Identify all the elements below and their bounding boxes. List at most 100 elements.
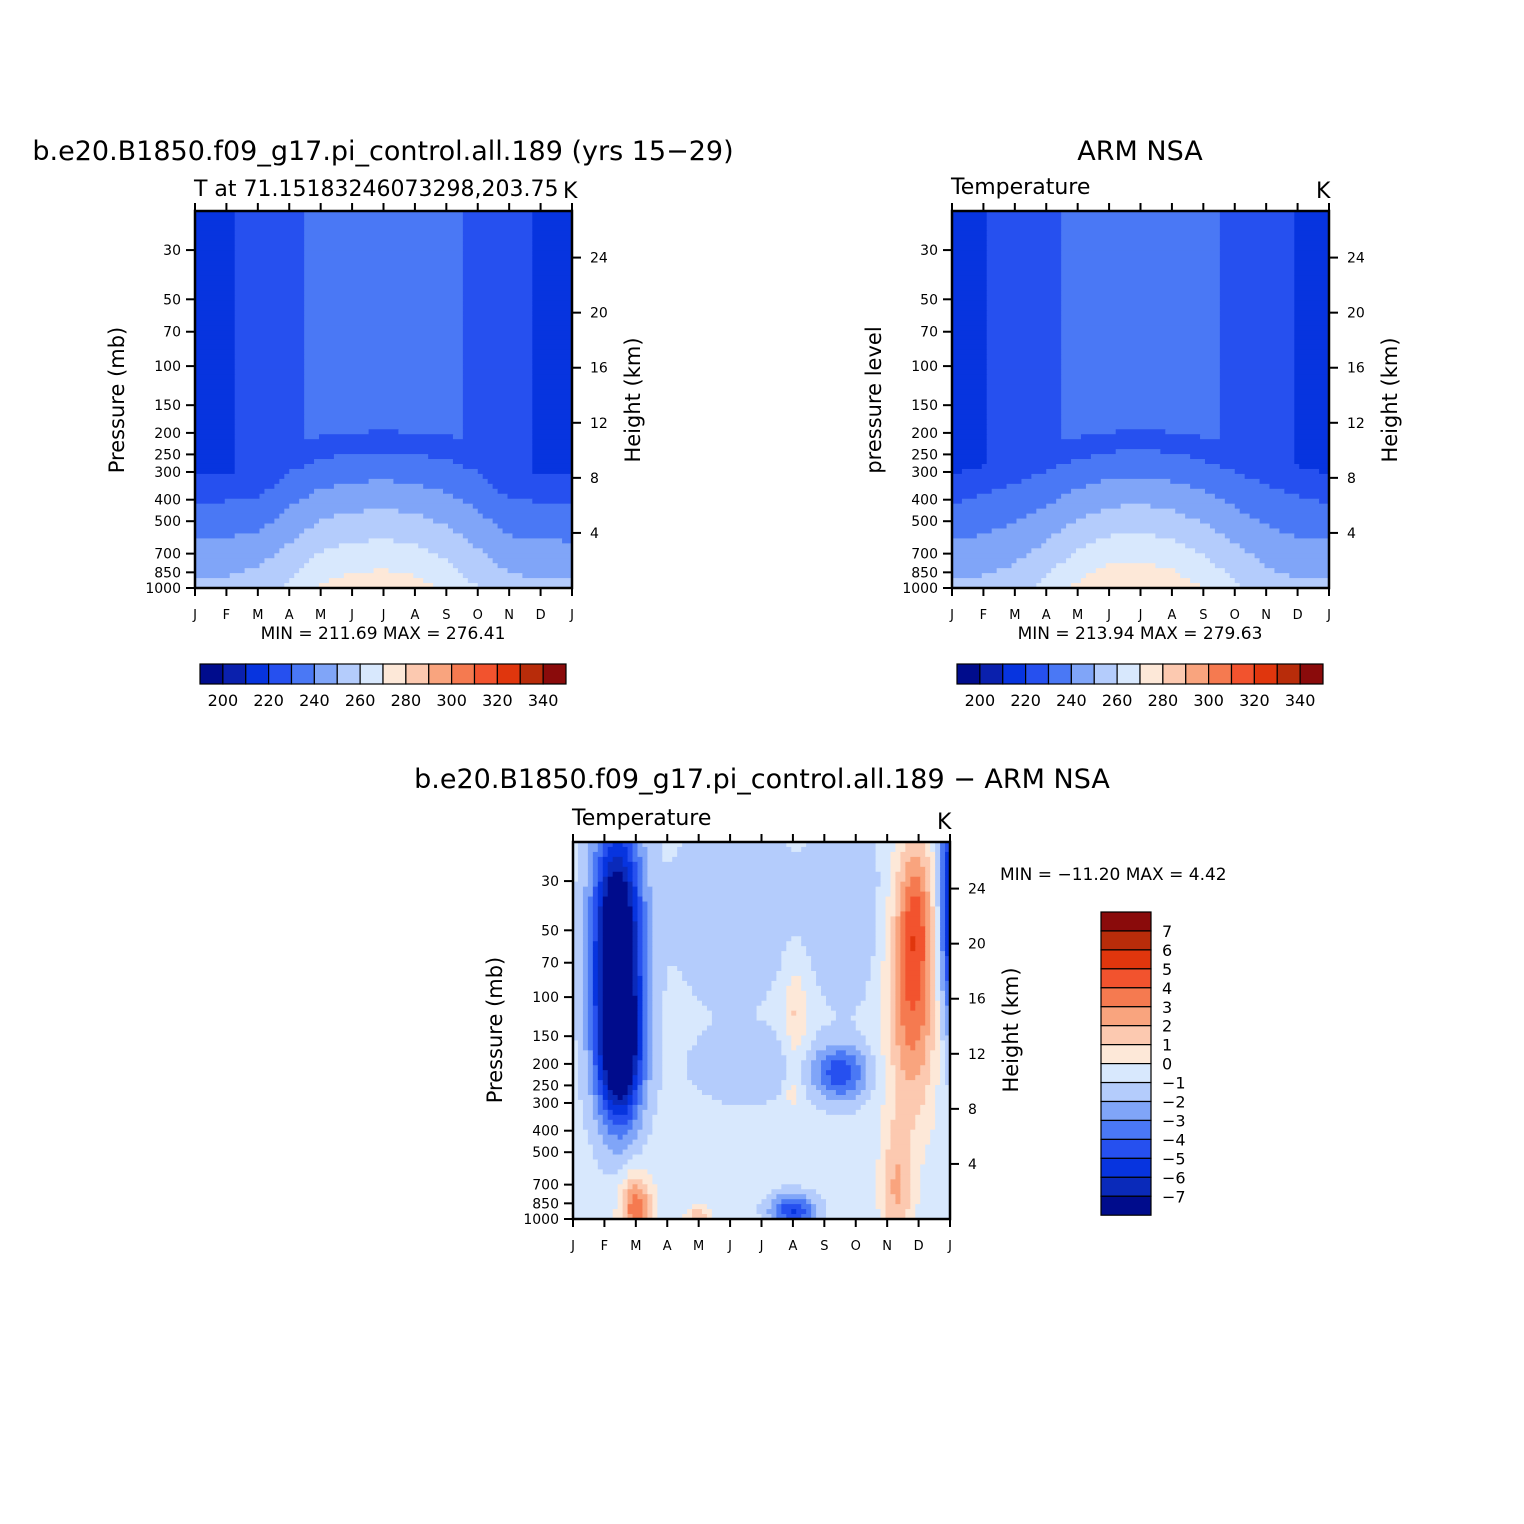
contour-cell	[935, 891, 941, 898]
contour-cell	[532, 459, 572, 465]
contour-cell	[880, 876, 892, 883]
contour-cell	[920, 985, 926, 992]
pressure-tick-label: 70	[920, 325, 938, 341]
contour-cell	[647, 966, 653, 972]
contour-cell	[647, 1000, 653, 1007]
contour-cell	[632, 876, 639, 883]
contour-cell	[1229, 538, 1329, 544]
contour-cell	[234, 349, 305, 356]
contour-cell	[642, 931, 649, 937]
contour-cell	[573, 911, 584, 918]
contour-cell	[532, 310, 572, 316]
contour-cell	[1080, 578, 1191, 584]
contour-cell	[577, 861, 589, 868]
contour-cell	[1219, 419, 1295, 425]
contour-cell	[1100, 508, 1176, 515]
contour-cell	[573, 1164, 599, 1170]
contour-cell	[642, 1214, 649, 1219]
contour-cell	[825, 1109, 857, 1116]
contour-cell	[801, 1065, 812, 1071]
contour-cell	[1224, 533, 1295, 539]
contour-cell	[935, 936, 941, 942]
contour-cell	[195, 330, 236, 336]
contour-cell	[791, 1209, 797, 1215]
contour-cell	[195, 230, 236, 237]
contour-cell	[264, 558, 310, 564]
contour-cell	[462, 434, 533, 440]
contour-cell	[627, 1199, 634, 1205]
contour-cell	[652, 1050, 663, 1056]
contour-cell	[1185, 513, 1251, 520]
contour-cell	[462, 389, 533, 396]
month-tick-label: O	[851, 1239, 861, 1254]
contour-cell	[920, 861, 931, 868]
contour-cell	[573, 1085, 579, 1091]
contour-cell	[462, 354, 533, 361]
contour-cell	[482, 548, 572, 554]
contour-cell	[986, 414, 1062, 420]
contour-cell	[582, 931, 589, 937]
pressure-tick-label: 150	[911, 398, 938, 414]
colorbar-swatch	[245, 663, 270, 685]
contour-cell	[592, 876, 599, 883]
contour-cell	[945, 970, 950, 977]
contour-cell	[806, 1005, 832, 1012]
contour-cell	[880, 1114, 897, 1121]
contour-cell	[652, 1040, 663, 1046]
contour-cell	[875, 886, 892, 893]
contour-cell	[821, 990, 867, 997]
contour-cell	[602, 990, 634, 997]
contour-cell	[1219, 211, 1295, 217]
contour-cell	[573, 951, 584, 957]
contour-cell	[642, 975, 649, 982]
contour-cell	[925, 851, 936, 858]
height-tick-label: 8	[968, 1102, 977, 1118]
contour-cell	[835, 1090, 847, 1096]
contour-cell	[627, 1085, 634, 1091]
contour-cell	[945, 896, 950, 903]
month-tick-label: J	[192, 608, 197, 623]
contour-cell	[592, 1109, 599, 1116]
contour-cell	[687, 1209, 693, 1215]
contour-cell	[890, 951, 897, 957]
contour-cell	[573, 1020, 584, 1027]
pressure-tick-label: 70	[541, 956, 559, 972]
contour-cell	[647, 1040, 653, 1046]
contour-cell	[895, 1194, 901, 1200]
contour-cell	[682, 842, 787, 848]
contour-cell	[952, 498, 963, 505]
contour-cell	[885, 1154, 911, 1161]
contour-cell	[627, 886, 634, 893]
contour-cell	[835, 1015, 852, 1022]
contour-cell	[587, 946, 594, 952]
contour-cell	[573, 1174, 629, 1180]
contour-cell	[532, 305, 572, 311]
contour-cell	[602, 1005, 639, 1012]
contour-cell	[885, 956, 892, 962]
contour-cell	[462, 364, 533, 371]
contour-cell	[577, 871, 589, 878]
contour-cell	[781, 1204, 802, 1210]
contour-cell	[602, 1104, 609, 1111]
contour-cell	[875, 1080, 887, 1086]
contour-cell	[1090, 454, 1191, 460]
colorbar-swatch	[1100, 1157, 1152, 1178]
contour-cell	[234, 429, 305, 435]
contour-cell	[875, 891, 892, 898]
contour-cell	[1195, 548, 1246, 554]
contour-cell	[880, 1030, 892, 1037]
contour-cell	[692, 1045, 782, 1051]
contour-cell	[587, 1035, 594, 1042]
contour-cell	[592, 936, 599, 942]
contour-cell	[865, 1040, 882, 1046]
contour-cell	[573, 906, 584, 913]
contour-cell	[945, 936, 950, 942]
contour-cell	[986, 394, 1062, 401]
contour-cell	[462, 359, 533, 366]
month-tick-label: F	[223, 608, 230, 623]
contour-cell	[930, 1010, 936, 1017]
contour-cell	[900, 985, 906, 992]
contour-cell	[930, 842, 936, 848]
contour-cell	[632, 851, 639, 858]
contour-cell	[195, 225, 236, 232]
